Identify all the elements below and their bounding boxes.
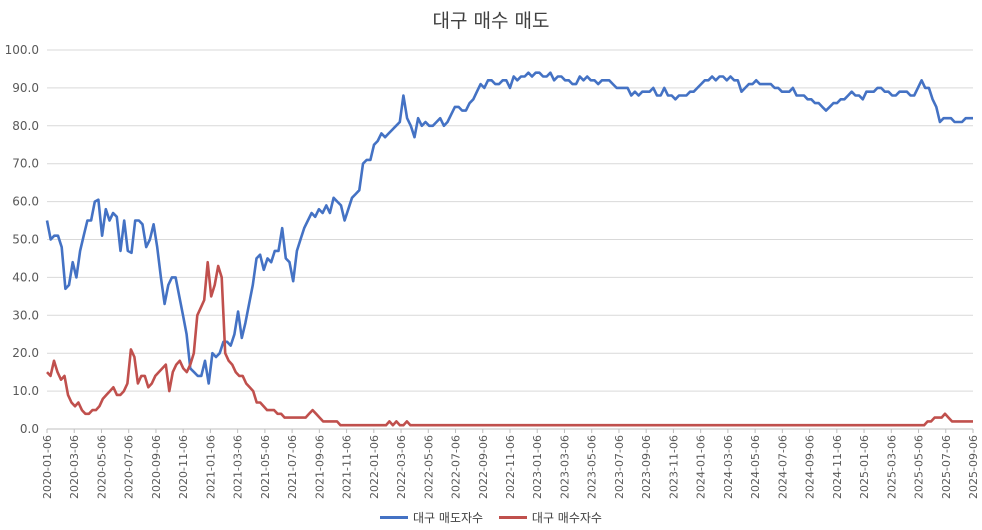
y-tick-label: 60.0 [12, 195, 39, 209]
x-tick-label: 2024-07-06 [776, 435, 789, 499]
legend-label-buyer: 대구 매수자수 [531, 511, 602, 525]
legend-item-seller: 대구 매도자수 [380, 509, 483, 526]
x-tick-label: 2023-05-06 [586, 435, 599, 499]
x-tick-label: 2021-01-06 [204, 435, 217, 499]
legend-label-seller: 대구 매도자수 [413, 511, 484, 525]
y-tick-label: 80.0 [12, 119, 39, 133]
x-tick-label: 2025-01-06 [858, 435, 871, 499]
legend-swatch-seller [380, 516, 409, 519]
x-tick-label: 2022-03-06 [395, 435, 408, 499]
x-tick-label: 2024-11-06 [831, 435, 844, 499]
y-tick-label: 10.0 [12, 384, 39, 398]
x-tick-label: 2025-09-06 [967, 435, 980, 499]
series-line-1 [46, 260, 973, 427]
x-tick-label: 2023-11-06 [667, 435, 680, 499]
legend-item-buyer: 대구 매수자수 [498, 509, 602, 526]
x-tick-label: 2023-01-06 [531, 435, 544, 499]
x-tick-label: 2023-03-06 [558, 435, 571, 499]
x-tick-label: 2025-05-06 [913, 435, 926, 499]
legend-swatch-buyer [498, 516, 527, 519]
x-tick-label: 2020-07-06 [123, 435, 136, 499]
y-tick-label: 70.0 [12, 157, 39, 171]
x-tick-label: 2023-09-06 [640, 435, 653, 499]
y-tick-label: 20.0 [12, 346, 39, 360]
x-tick-label: 2020-05-06 [95, 435, 108, 499]
y-tick-label: 30.0 [12, 308, 39, 322]
x-tick-label: 2024-09-06 [804, 435, 817, 499]
x-tick-label: 2022-11-06 [504, 435, 517, 499]
series-line-0 [45, 71, 973, 385]
y-tick-label: 40.0 [12, 270, 39, 284]
x-tick-label: 2022-09-06 [477, 435, 490, 499]
y-tick-label: 100.0 [5, 43, 39, 57]
x-tick-label: 2021-09-06 [313, 435, 326, 499]
legend: 대구 매도자수 대구 매수자수 [0, 508, 982, 526]
x-tick-label: 2020-09-06 [150, 435, 163, 499]
x-tick-label: 2021-07-06 [286, 435, 299, 499]
x-tick-label: 2023-07-06 [613, 435, 626, 499]
x-tick-label: 2022-05-06 [422, 435, 435, 499]
x-tick-label: 2024-03-06 [722, 435, 735, 499]
x-tick-label: 2020-11-06 [177, 435, 190, 499]
x-tick-label: 2025-07-06 [940, 435, 953, 499]
x-tick-label: 2020-03-06 [68, 435, 81, 499]
x-tick-label: 2022-07-06 [450, 435, 463, 499]
x-tick-label: 2024-05-06 [749, 435, 762, 499]
x-tick-label: 2021-05-06 [259, 435, 272, 499]
chart-title: 대구 매수 매도 [432, 10, 550, 32]
y-tick-label: 90.0 [12, 81, 39, 95]
x-tick-label: 2025-03-06 [885, 435, 898, 499]
y-tick-label: 0.0 [20, 422, 39, 436]
x-tick-label: 2021-03-06 [232, 435, 245, 499]
y-tick-label: 50.0 [12, 233, 39, 247]
x-tick-label: 2020-01-06 [41, 435, 54, 499]
x-tick-label: 2022-01-06 [368, 435, 381, 499]
x-tick-label: 2021-11-06 [341, 435, 354, 499]
x-tick-label: 2024-01-06 [695, 435, 708, 499]
